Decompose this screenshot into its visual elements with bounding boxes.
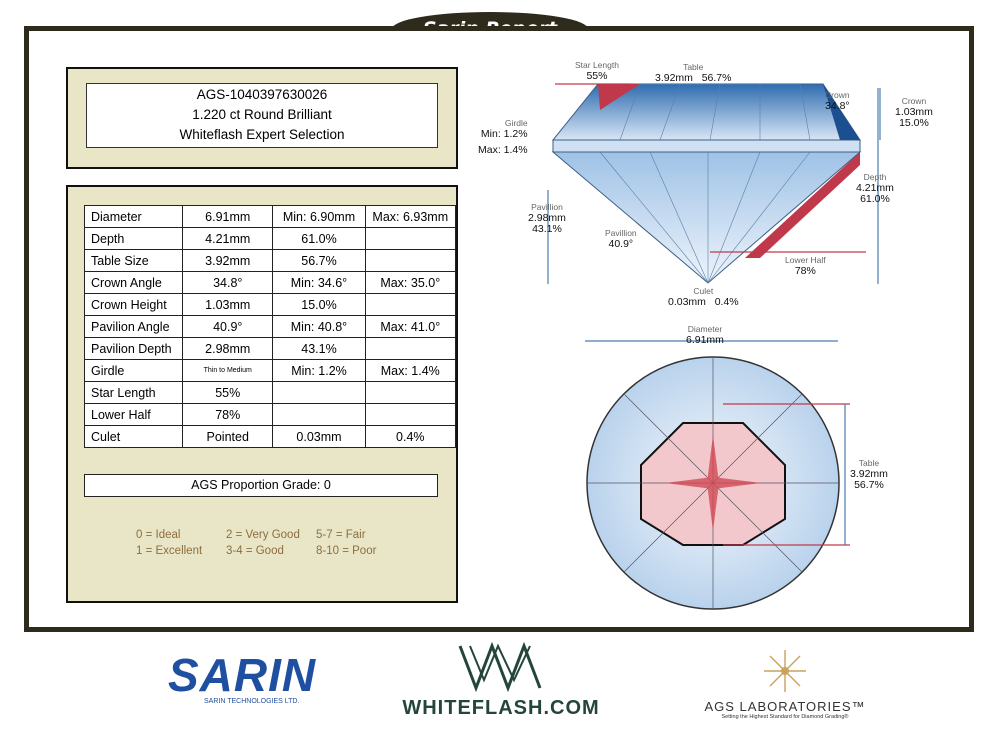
whiteflash-logo: WHITEFLASH.COM	[396, 640, 606, 720]
spec-cell-value: 55%	[182, 381, 274, 404]
spec-table: Diameter 6.91mm Min: 6.90mm Max: 6.93mm Dept…	[83, 205, 457, 448]
spec-row: Star Length 55%	[83, 381, 457, 404]
stone-id: AGS-1040397630026	[196, 87, 328, 102]
spec-cell-c2: 15.0%	[272, 293, 366, 316]
whiteflash-mark	[458, 641, 542, 693]
spec-cell-c3	[364, 381, 457, 404]
spec-cell-c3	[364, 403, 457, 426]
diamond-profile-diagram	[547, 83, 881, 284]
spec-row: Culet Pointed 0.03mm 0.4%	[83, 425, 457, 448]
spec-row: Depth 4.21mm 61.0%	[83, 227, 457, 250]
spec-cell-c2	[272, 403, 366, 426]
spec-cell-label: Pavilion Depth	[83, 337, 184, 360]
spec-cell-c2: Min: 6.90mm	[272, 205, 366, 228]
stone-id-panel: AGS-1040397630026 1.220 ct Round Brillia…	[66, 67, 458, 169]
spec-cell-label: Culet	[83, 425, 184, 448]
ags-logo: AGS LABORATORIES™ Setting the Highest St…	[700, 648, 870, 720]
stone-collection: Whiteflash Expert Selection	[179, 127, 345, 142]
spec-cell-value: Thin to Medium	[182, 359, 274, 382]
pavilion-angle-label: Pavillion 40.9°	[605, 228, 637, 250]
spec-cell-c3: 0.4%	[364, 425, 457, 448]
girdle-label: Girdle Min: 1.2% Max: 1.4%	[478, 118, 528, 156]
spec-row: Table Size 3.92mm 56.7%	[83, 249, 457, 272]
lower-half-label: Lower Half 78%	[785, 255, 826, 277]
spec-cell-c3: Max: 1.4%	[364, 359, 457, 382]
proportion-grade: AGS Proportion Grade: 0	[84, 474, 438, 497]
report-frame: AGS-1040397630026 1.220 ct Round Brillia…	[24, 26, 974, 632]
diamond-top-diagram	[585, 340, 850, 610]
spec-cell-label: Lower Half	[83, 403, 184, 426]
table-label: Table 3.92mm 56.7%	[655, 62, 732, 84]
spec-row: Lower Half 78%	[83, 403, 457, 426]
spec-row: Pavilion Depth 2.98mm 43.1%	[83, 337, 457, 360]
spec-cell-c2: Min: 1.2%	[272, 359, 366, 382]
spec-cell-c2: 0.03mm	[272, 425, 366, 448]
spec-row: Girdle Thin to Medium Min: 1.2% Max: 1.4%	[83, 359, 457, 382]
hearts-arrows-pattern	[665, 435, 761, 531]
spec-cell-c2: Min: 34.6°	[272, 271, 366, 294]
spec-row: Crown Height 1.03mm 15.0%	[83, 293, 457, 316]
grade-legend-col1: 0 = Ideal 1 = Excellent	[136, 529, 203, 557]
pavilion-depth-label: Pavillion 2.98mm 43.1%	[528, 202, 566, 235]
spec-cell-label: Table Size	[83, 249, 184, 272]
spec-cell-value: 6.91mm	[182, 205, 274, 228]
spec-cell-c2: 56.7%	[272, 249, 366, 272]
diameter-label: Diameter 6.91mm	[686, 324, 724, 346]
crown-height-label: Crown 1.03mm 15.0%	[895, 96, 933, 129]
stone-weight-shape: 1.220 ct Round Brilliant	[192, 107, 332, 122]
profile-dimension-arrows	[547, 83, 881, 284]
star-length-label: Star Length 55%	[575, 60, 619, 82]
spec-cell-value: 40.9°	[182, 315, 274, 338]
depth-label: Depth 4.21mm 61.0%	[856, 172, 894, 205]
top-table-label: Table 3.92mm 56.7%	[850, 458, 888, 491]
spec-cell-value: 2.98mm	[182, 337, 274, 360]
culet-label: Culet 0.03mm 0.4%	[668, 286, 739, 308]
spec-cell-label: Girdle	[83, 359, 184, 382]
spec-cell-c2	[272, 381, 366, 404]
grade-legend-col3: 5-7 = Fair 8-10 = Poor	[316, 529, 377, 557]
spec-cell-label: Star Length	[83, 381, 184, 404]
spec-cell-c2: 43.1%	[272, 337, 366, 360]
stone-id-box: AGS-1040397630026 1.220 ct Round Brillia…	[86, 83, 438, 148]
ags-sun-mark	[764, 650, 806, 692]
spec-cell-c3	[364, 337, 457, 360]
sarin-logo: SARIN SARIN TECHNOLOGIES LTD.	[168, 649, 317, 705]
spec-cell-value: 78%	[182, 403, 274, 426]
spec-cell-value: 4.21mm	[182, 227, 274, 250]
crown-angle-label: Crown 34.8°	[825, 90, 850, 112]
spec-cell-value: Pointed	[182, 425, 274, 448]
diamond-profile-shape	[551, 83, 862, 284]
spec-cell-value: 1.03mm	[182, 293, 274, 316]
spec-panel: Diameter 6.91mm Min: 6.90mm Max: 6.93mm Dept…	[66, 185, 458, 603]
grade-legend-col2: 2 = Very Good 3-4 = Good	[226, 529, 300, 557]
